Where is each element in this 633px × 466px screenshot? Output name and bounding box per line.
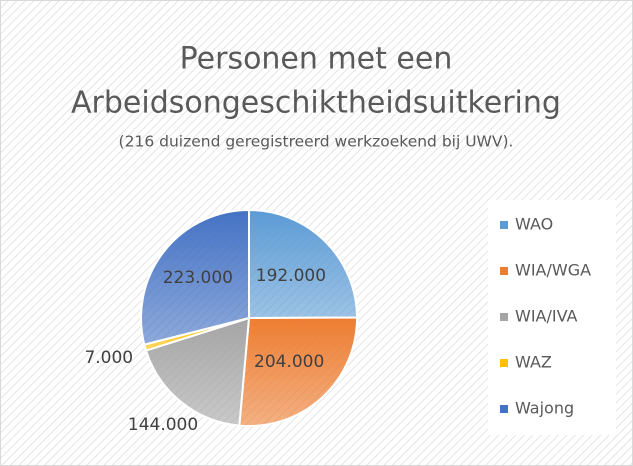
legend-box xyxy=(488,200,616,435)
data-label: 192.000 xyxy=(256,266,326,286)
chart-title: Personen met een xyxy=(180,42,453,77)
legend-label: WAZ xyxy=(515,353,552,372)
legend-marker xyxy=(500,221,508,229)
legend-label: WAO xyxy=(515,215,553,234)
legend-label: Wajong xyxy=(515,399,574,418)
data-label: 204.000 xyxy=(254,352,324,372)
chart-subtitle: (216 duizend geregistreerd werkzoekend b… xyxy=(119,133,514,151)
pie-slice xyxy=(248,208,359,320)
legend-marker xyxy=(500,359,508,367)
legend-marker xyxy=(500,313,508,321)
legend-marker xyxy=(500,267,508,275)
data-label: 223.000 xyxy=(163,268,233,288)
pie-slice xyxy=(144,316,251,427)
data-label: 7.000 xyxy=(84,348,133,368)
data-label: 144.000 xyxy=(128,415,198,435)
legend-label: WIA/IVA xyxy=(515,307,578,326)
pie-slice xyxy=(238,316,358,427)
legend-label: WIA/WGA xyxy=(515,261,591,280)
pie-slice xyxy=(140,208,250,346)
legend-marker xyxy=(500,405,508,413)
chart-title: Arbeidsongeschiktheidsuitkering xyxy=(71,86,561,121)
